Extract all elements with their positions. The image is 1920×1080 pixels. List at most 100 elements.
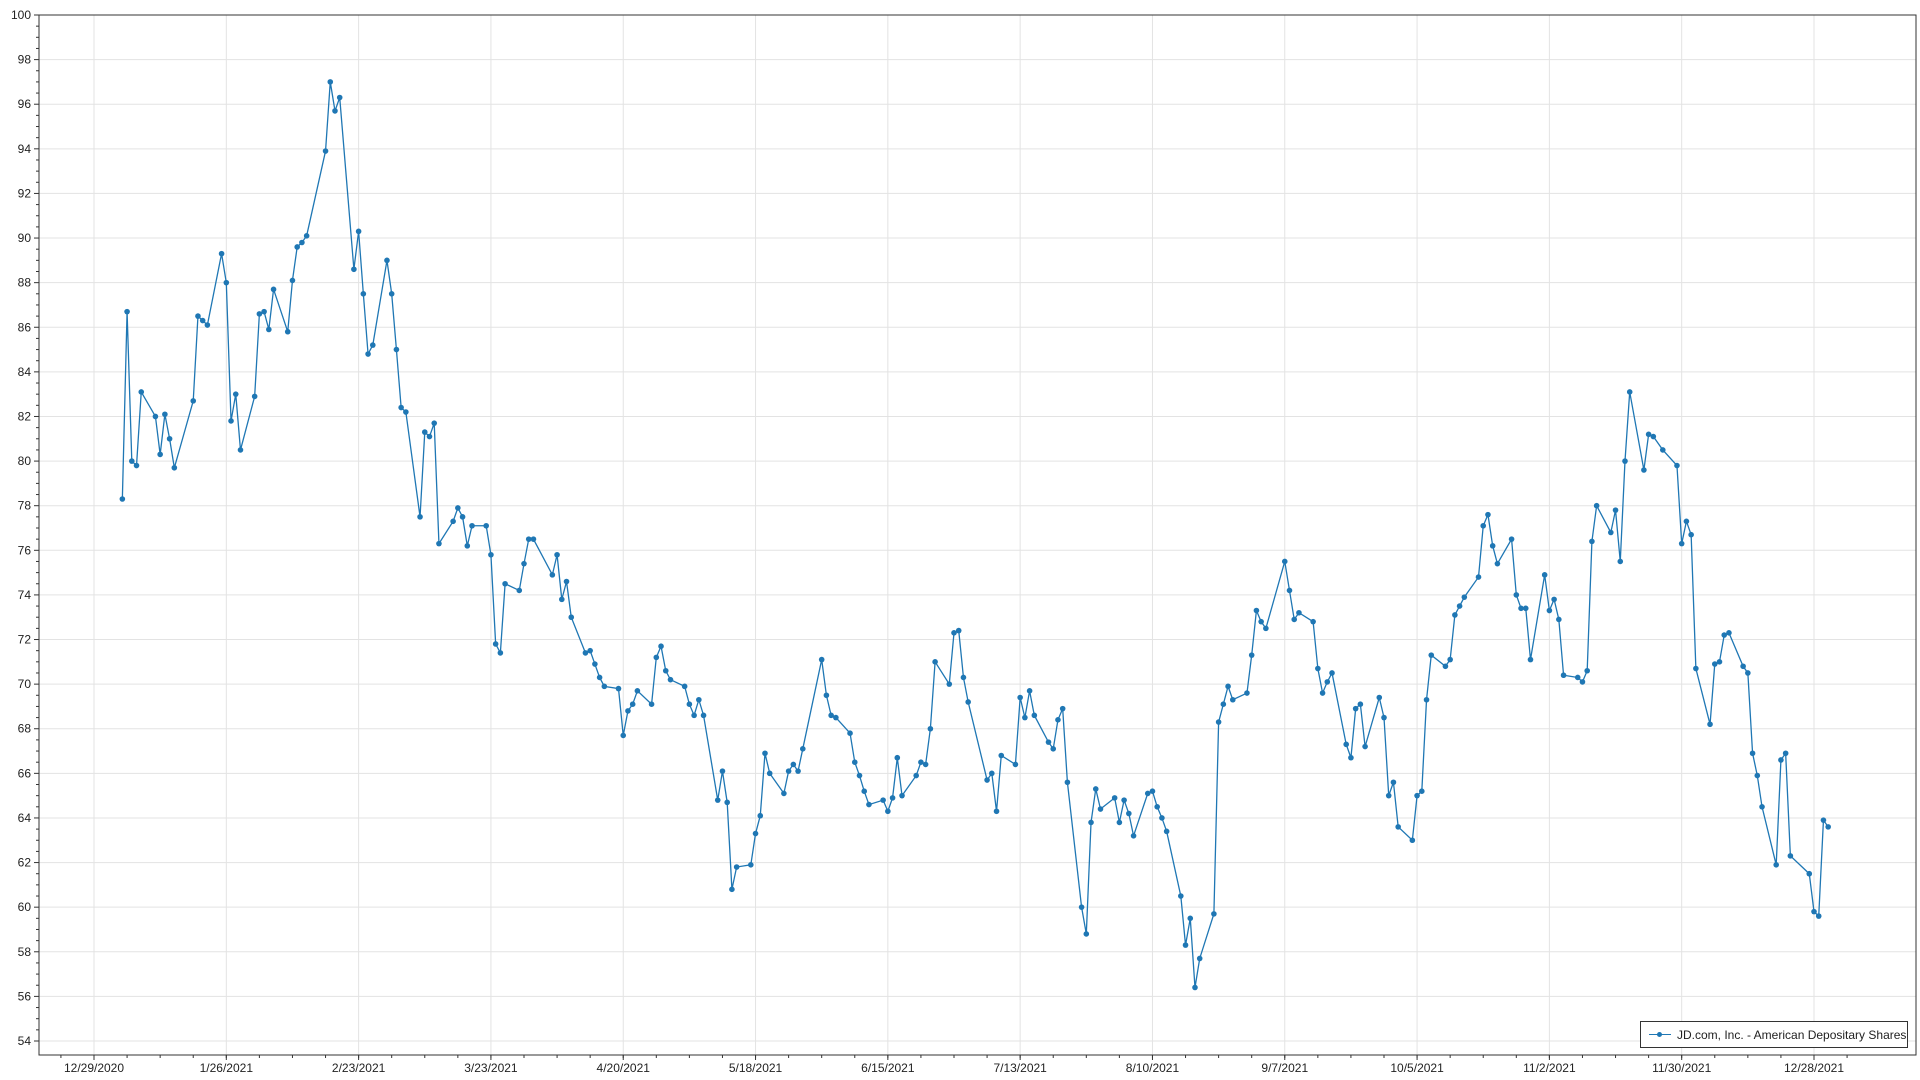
data-point <box>946 681 953 687</box>
data-point <box>502 580 508 587</box>
data-point <box>525 536 532 542</box>
y-tick-label: 58 <box>18 945 32 959</box>
y-tick-label: 62 <box>18 856 32 870</box>
data-point <box>1159 815 1165 821</box>
data-point <box>436 540 442 547</box>
data-point <box>592 661 598 667</box>
y-tick-label: 92 <box>18 186 32 200</box>
data-point <box>1574 674 1581 681</box>
data-point <box>559 596 565 603</box>
data-point <box>1707 721 1713 728</box>
y-tick-label: 98 <box>18 53 32 67</box>
data-point <box>1674 462 1680 469</box>
data-point <box>384 257 390 264</box>
data-point <box>1452 612 1458 618</box>
data-point <box>894 754 901 761</box>
data-point <box>851 759 858 765</box>
data-point <box>889 795 896 801</box>
data-point <box>823 692 830 699</box>
data-point <box>781 790 787 797</box>
x-tick-label: 7/13/2021 <box>993 1061 1047 1075</box>
data-point <box>1092 786 1099 792</box>
y-tick-label: 96 <box>18 97 32 111</box>
data-point <box>521 560 527 567</box>
data-point <box>932 659 938 665</box>
data-point <box>1513 592 1520 598</box>
data-point <box>1522 605 1529 612</box>
data-point <box>549 572 556 578</box>
data-point <box>1456 603 1463 609</box>
data-point <box>601 683 608 690</box>
data-point <box>1395 824 1401 830</box>
data-point <box>1409 837 1416 844</box>
data-point <box>1215 719 1222 725</box>
data-point <box>124 308 130 315</box>
data-point <box>625 708 631 714</box>
data-point <box>1759 804 1765 810</box>
data-point <box>861 788 868 794</box>
data-point <box>1296 609 1302 616</box>
data-point <box>785 768 792 774</box>
data-point <box>1211 911 1217 917</box>
data-point <box>681 683 688 690</box>
data-point <box>431 420 438 426</box>
data-point <box>880 797 886 803</box>
y-tick-label: 80 <box>18 454 32 468</box>
y-tick-label: 54 <box>18 1034 32 1048</box>
legend: JD.com, Inc. - American Depositary Share… <box>1640 1021 1908 1048</box>
data-point <box>237 447 244 453</box>
data-point <box>1608 529 1614 536</box>
data-point <box>133 462 140 469</box>
y-tick-label: 72 <box>18 633 32 647</box>
data-point <box>648 701 655 708</box>
data-point <box>1196 955 1203 962</box>
data-point <box>752 830 759 837</box>
data-point <box>667 676 674 683</box>
y-tick-label: 66 <box>18 766 32 780</box>
data-point <box>488 551 494 558</box>
data-point <box>1749 750 1756 757</box>
data-point <box>1059 705 1066 712</box>
data-point <box>984 777 990 783</box>
data-point <box>1088 819 1094 826</box>
data-point <box>1348 754 1354 761</box>
data-point <box>634 688 641 694</box>
data-point <box>530 536 537 542</box>
data-point <box>620 732 627 739</box>
data-point <box>582 650 589 656</box>
data-point <box>856 772 863 779</box>
data-point <box>455 505 461 511</box>
data-point <box>1310 618 1316 625</box>
data-point <box>388 291 395 297</box>
data-point <box>1225 683 1231 690</box>
data-point <box>1229 696 1236 703</box>
data-point <box>403 409 409 415</box>
data-point <box>1617 558 1624 565</box>
data-point <box>960 674 967 681</box>
x-tick-label: 12/29/2020 <box>64 1061 124 1075</box>
data-point <box>1315 665 1321 672</box>
y-tick-label: 74 <box>18 588 32 602</box>
data-point <box>1248 652 1255 658</box>
x-tick-label: 3/23/2021 <box>464 1061 518 1075</box>
data-point <box>1811 908 1817 915</box>
data-point <box>790 761 797 768</box>
x-tick-label: 11/2/2021 <box>1523 1061 1576 1075</box>
data-point <box>303 233 310 239</box>
data-point <box>1787 853 1794 859</box>
data-point <box>162 411 168 418</box>
data-point <box>1778 757 1784 763</box>
data-point <box>757 812 764 819</box>
data-point <box>833 714 839 721</box>
data-point <box>289 277 296 284</box>
data-point <box>828 712 834 719</box>
data-point <box>1740 663 1746 670</box>
data-point <box>1083 931 1090 937</box>
data-point <box>658 643 664 650</box>
x-tick-label: 6/15/2021 <box>861 1061 915 1075</box>
data-point <box>1815 913 1822 919</box>
data-point <box>691 712 697 719</box>
data-point <box>1144 790 1151 797</box>
data-point <box>1825 824 1831 830</box>
